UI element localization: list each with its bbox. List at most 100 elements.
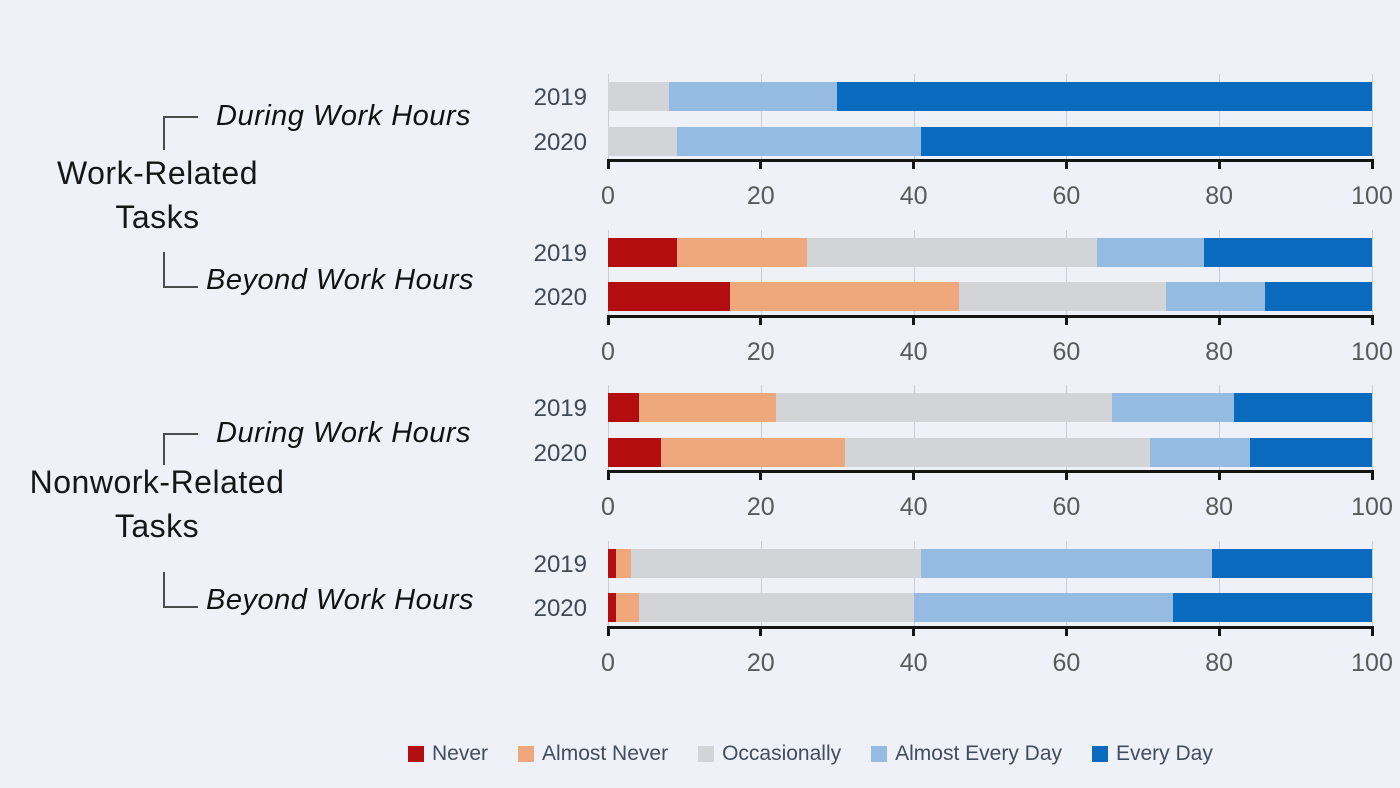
bar-panel-1-1: 2019 2020 0 20 40 60 80 100 (0, 540, 1400, 696)
axis-tick (912, 625, 916, 636)
group-title-nonwork-line2: Tasks (114, 508, 200, 544)
axis-tick-label: 0 (601, 493, 615, 521)
axis-tick (912, 314, 916, 325)
axis-tick (759, 625, 763, 636)
gridline (760, 229, 762, 315)
axis-tick-label: 0 (601, 648, 615, 677)
axis-tick-label: 100 (1351, 493, 1393, 521)
bar-segment-never (608, 393, 639, 422)
gridline (913, 385, 915, 470)
gridline (913, 540, 915, 626)
gridline (913, 229, 915, 315)
legend-item-almost_every_day: Almost Every Day (871, 742, 1062, 766)
stacked-bar-2019 (608, 393, 1372, 422)
gridline (608, 540, 609, 626)
axis-tick-label: 20 (746, 337, 775, 366)
gridline (1372, 229, 1373, 315)
gridline (1219, 385, 1221, 470)
bar-segment-almost_every_day (1150, 437, 1250, 467)
stacked-bar-2020 (608, 126, 1372, 156)
year-label: 2019 (533, 550, 587, 578)
axis-tick-label: 60 (1052, 493, 1081, 521)
legend-label: Never (432, 742, 489, 765)
legend-swatch-icon (698, 746, 715, 762)
axis-tick-label: 0 (601, 182, 615, 210)
legend-label: Almost Never (542, 742, 669, 765)
legend-item-almost_never: Almost Never (518, 742, 668, 766)
axis-tick-label: 80 (1205, 337, 1234, 366)
bracket-corner-icon (163, 116, 198, 150)
axis-tick (606, 625, 610, 636)
axis-tick-label: 60 (1052, 182, 1081, 210)
bar-segment-almost_never (615, 593, 639, 622)
axis-tick-label: 60 (1052, 648, 1081, 677)
bar-segment-occasionally (630, 548, 922, 578)
gridline (608, 385, 609, 470)
axis-tick-label: 80 (1205, 182, 1234, 210)
axis-tick (1064, 159, 1068, 169)
axis-tick-label: 100 (1351, 648, 1393, 677)
x-axis-line (606, 159, 1374, 162)
bar-segment-almost_every_day (913, 593, 1174, 622)
bar-segment-every_day (1211, 548, 1372, 578)
axis-tick (1370, 159, 1374, 169)
bar-segment-every_day (1173, 593, 1372, 622)
stacked-bar-2020 (608, 282, 1372, 311)
bar-segment-every_day (1265, 282, 1372, 311)
bar-segment-almost_every_day (1165, 282, 1266, 311)
bar-segment-almost_every_day (921, 548, 1212, 578)
year-label: 2020 (533, 595, 587, 622)
x-axis-line (606, 314, 1374, 318)
legend-swatch-icon (871, 746, 888, 762)
panel-label-nonwork-during: During Work Hours (216, 417, 472, 449)
bar-segment-almost_every_day (1096, 237, 1204, 267)
bar-segment-almost_every_day (669, 82, 838, 111)
axis-tick (606, 470, 610, 480)
group-title-work-line2: Tasks (115, 199, 200, 235)
year-label: 2019 (533, 395, 587, 422)
gridline (1219, 74, 1221, 159)
axis-tick (1370, 314, 1374, 325)
bar-segment-never (608, 437, 662, 467)
bracket-corner-icon (163, 572, 198, 608)
legend-item-every_day: Every Day (1092, 742, 1213, 766)
bar-segment-never (608, 593, 616, 622)
legend-item-never: Never (408, 742, 488, 766)
bar-segment-occasionally (608, 126, 677, 156)
stacked-bar-2019 (608, 82, 1372, 111)
bar-segment-almost_every_day (676, 126, 922, 156)
gridline (1066, 74, 1068, 159)
bar-segment-almost_never (676, 237, 807, 267)
gridline (760, 385, 762, 470)
stacked-bar-2019 (608, 548, 1372, 578)
bar-segment-never (608, 282, 731, 311)
bar-segment-every_day (1203, 237, 1372, 267)
gridline (1372, 385, 1373, 470)
bar-segment-occasionally (806, 237, 1097, 267)
gridline (913, 74, 915, 159)
bar-panel-0-0: 2019 2020 0 20 40 60 80 100 (0, 74, 1400, 229)
axis-tick (1064, 470, 1068, 480)
gridline (608, 74, 609, 159)
axis-tick (1370, 470, 1374, 480)
axis-tick-label: 0 (601, 337, 615, 366)
gridline (1219, 229, 1221, 315)
axis-tick-label: 40 (899, 648, 928, 677)
bar-segment-almost_never (730, 282, 960, 311)
gridline (1219, 540, 1221, 626)
axis-tick (912, 470, 916, 480)
bar-segment-never (608, 237, 677, 267)
bar-segment-almost_never (615, 548, 631, 578)
axis-tick-label: 100 (1351, 182, 1393, 210)
axis-tick-label: 20 (746, 648, 775, 677)
bar-segment-occasionally (776, 393, 1113, 422)
group-title-work-line1: Work-Related (56, 155, 259, 191)
gridline (760, 540, 762, 626)
axis-tick (1064, 314, 1068, 325)
axis-tick-label: 80 (1205, 648, 1234, 677)
axis-tick (1217, 314, 1221, 325)
axis-tick (1217, 470, 1221, 480)
bar-panel-1-0: 2019 2020 0 20 40 60 80 100 (0, 385, 1400, 540)
bar-segment-occasionally (608, 82, 670, 111)
